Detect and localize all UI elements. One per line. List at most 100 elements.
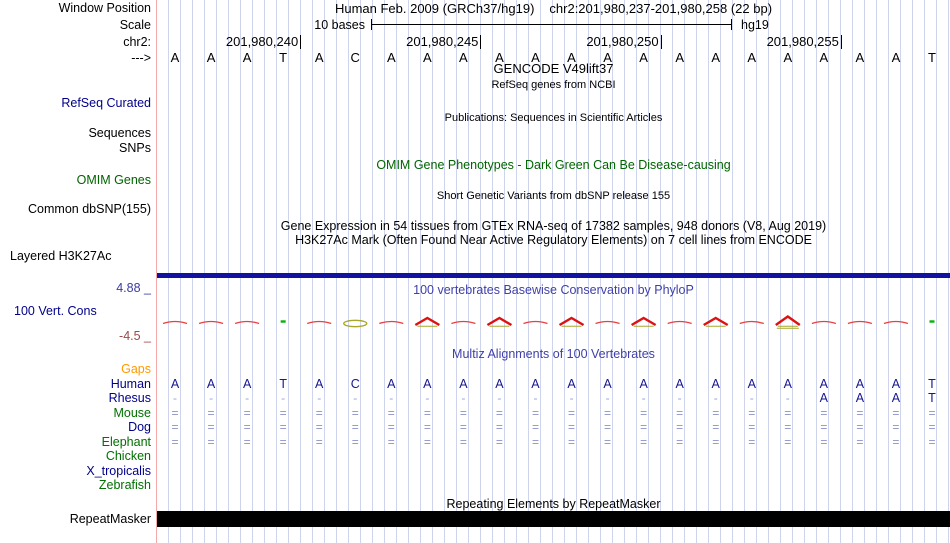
alignment-cell: A xyxy=(242,377,252,391)
alignment-cell: = xyxy=(784,406,792,420)
dbsnp-label[interactable]: Common dbSNP(155) xyxy=(28,202,151,216)
label-track-divider xyxy=(156,0,157,543)
alignment-cell: = xyxy=(784,420,792,434)
alignment-cell: A xyxy=(711,377,720,391)
alignment-cell: A xyxy=(819,391,828,405)
ruler-tick: 201,980,245 xyxy=(347,35,482,49)
alignment-cell: = xyxy=(604,406,612,420)
base-letter: T xyxy=(927,50,936,65)
alignment-cell: - xyxy=(281,391,286,405)
alignment-cell: A xyxy=(675,377,684,391)
alignment-cell: - xyxy=(245,391,250,405)
alignment-cell: = xyxy=(243,420,251,434)
base-letter: A xyxy=(747,50,757,65)
assembly-tag: hg19 xyxy=(741,18,769,32)
alignment-cell: C xyxy=(350,377,360,391)
base-letter: A xyxy=(603,50,612,65)
alignment-cell: = xyxy=(892,406,900,420)
alignment-cell: - xyxy=(497,391,502,405)
alignment-cell: A xyxy=(783,377,792,391)
h3k27ac-signal-bar[interactable] xyxy=(157,273,950,278)
h3k27ac-label[interactable]: Layered H3K27Ac xyxy=(10,249,112,263)
alignment-cell: = xyxy=(459,435,467,449)
alignment-cell: A xyxy=(855,391,865,405)
vert-cons-label[interactable]: 100 Vert. Cons xyxy=(14,304,97,318)
alignment-cell: = xyxy=(712,420,720,434)
alignment-cell: = xyxy=(712,406,720,420)
multiz-row-label-human[interactable]: Human xyxy=(110,377,151,391)
alignment-cell: - xyxy=(785,391,790,405)
conservation-plot xyxy=(162,315,935,329)
alignment-cell: = xyxy=(459,420,467,434)
alignment-cell: - xyxy=(389,391,394,405)
alignment-cell: = xyxy=(604,420,612,434)
alignment-cell: A xyxy=(206,377,216,391)
base-letter: T xyxy=(279,50,288,65)
alignment-cell: A xyxy=(567,377,576,391)
window-position-label: Window Position xyxy=(58,1,151,15)
alignment-cell: = xyxy=(243,435,251,449)
alignment-cell: A xyxy=(423,377,432,391)
alignment-cell: = xyxy=(928,420,936,434)
alignment-cell: = xyxy=(820,420,828,434)
alignment-cell: A xyxy=(855,377,865,391)
multiz-row-label-mouse[interactable]: Mouse xyxy=(113,406,151,420)
alignment-cell: = xyxy=(856,420,864,434)
alignment-cell: = xyxy=(604,435,612,449)
alignment-cell: = xyxy=(856,435,864,449)
multiz-row-label-elephant[interactable]: Elephant xyxy=(101,435,151,449)
base-letter: A xyxy=(639,50,648,65)
scale-value: 10 bases xyxy=(314,18,365,32)
alignment-cell: = xyxy=(423,406,431,420)
assembly-title: Human Feb. 2009 (GRCh37/hg19) xyxy=(334,1,535,16)
alignment-cell: - xyxy=(569,391,574,405)
snps-label[interactable]: SNPs xyxy=(119,141,151,155)
alignment-cell: A xyxy=(170,377,180,391)
multiz-row-label-zebrafish[interactable]: Zebrafish xyxy=(98,478,151,492)
alignment-cell: = xyxy=(315,435,323,449)
alignment-cell: T xyxy=(928,377,936,391)
alignment-cell: = xyxy=(748,420,756,434)
refseq-curated-label[interactable]: RefSeq Curated xyxy=(61,96,151,110)
alignment-cell: = xyxy=(531,420,539,434)
base-letter: A xyxy=(242,50,252,65)
multiz-row-label-x_tropicalis[interactable]: X_tropicalis xyxy=(86,464,151,478)
omim-genes-label[interactable]: OMIM Genes xyxy=(76,173,151,187)
alignment-cell: = xyxy=(640,420,648,434)
alignment-cell: - xyxy=(641,391,646,405)
alignment-cell: = xyxy=(171,420,179,434)
base-letter: A xyxy=(855,50,865,65)
base-letter: A xyxy=(819,50,829,65)
alignment-cell: = xyxy=(748,406,756,420)
sequences-label[interactable]: Sequences xyxy=(88,126,151,140)
alignment-cell: = xyxy=(279,406,287,420)
alignment-cell: - xyxy=(677,391,682,405)
phylop-title: 100 vertebrates Basewise Conservation by… xyxy=(413,283,694,297)
alignment-cell: - xyxy=(209,391,214,405)
multiz-row-label-rhesus[interactable]: Rhesus xyxy=(108,391,151,405)
multiz-row-label-chicken[interactable]: Chicken xyxy=(105,449,151,463)
alignment-cell: = xyxy=(676,420,684,434)
repeatmasker-bar[interactable] xyxy=(157,511,950,527)
refseq-ncbi-subtitle: RefSeq genes from NCBI xyxy=(491,79,616,91)
alignment-cell: = xyxy=(712,435,720,449)
alignment-cell: = xyxy=(676,406,684,420)
alignment-cell: A xyxy=(315,377,324,391)
alignment-cell: = xyxy=(279,420,287,434)
alignment-cell: = xyxy=(207,435,215,449)
alignment-cell: - xyxy=(425,391,430,405)
repeatmasker-label[interactable]: RepeatMasker xyxy=(69,512,151,526)
publications-title: Publications: Sequences in Scientific Ar… xyxy=(444,112,663,124)
alignment-cell: - xyxy=(749,391,754,405)
base-letter: A xyxy=(495,50,504,65)
multiz-row-label-gaps[interactable]: Gaps xyxy=(121,362,151,376)
alignment-cell: = xyxy=(387,435,395,449)
base-letter: A xyxy=(170,50,180,65)
alignment-cell: A xyxy=(459,377,468,391)
multiz-row-label-dog[interactable]: Dog xyxy=(128,420,151,434)
alignment-cell: = xyxy=(279,435,287,449)
alignment-cell: = xyxy=(243,406,251,420)
alignment-cell: A xyxy=(891,391,901,405)
alignment-cell: = xyxy=(568,435,576,449)
alignment-cell: = xyxy=(928,406,936,420)
